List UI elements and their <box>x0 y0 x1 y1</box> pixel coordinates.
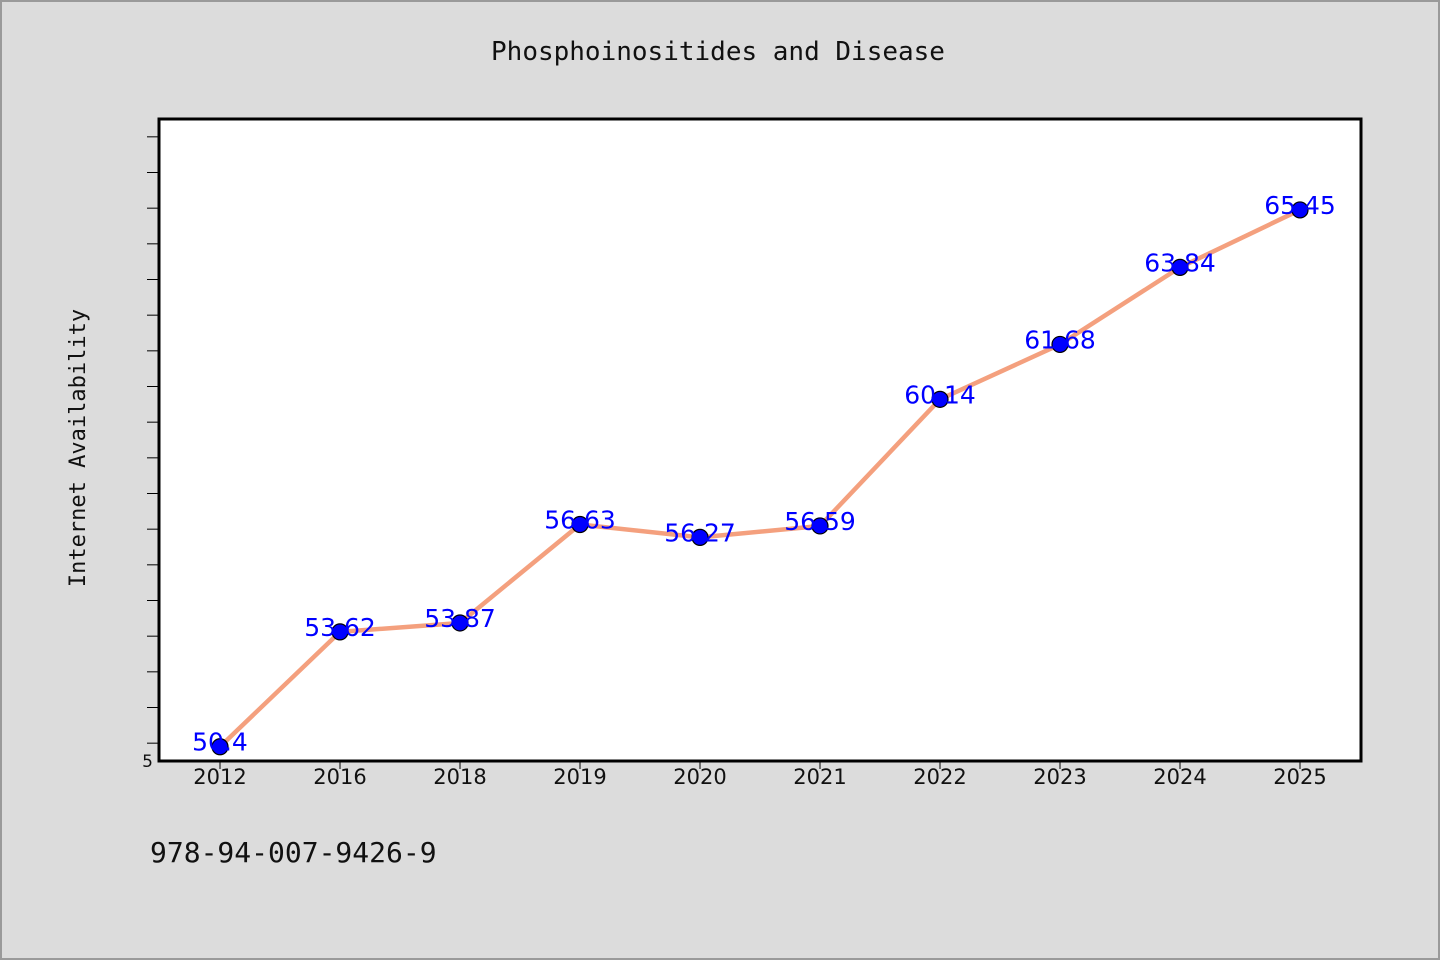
data-point <box>451 614 469 632</box>
series-line <box>217 207 1303 749</box>
x-tick-label: 2016 <box>313 765 366 789</box>
y-axis-label: Internet Availability <box>66 309 91 587</box>
y-axis-ticks <box>147 136 159 744</box>
data-label: 53.87 <box>424 604 496 633</box>
data-label: 56.59 <box>784 507 856 536</box>
x-axis: 2012 2016 2018 2019 2020 2021 2022 2023 2024 2025 <box>193 761 1327 789</box>
data-label: 56.27 <box>664 518 736 547</box>
x-tick-label: 2020 <box>673 765 726 789</box>
data-point <box>571 515 589 534</box>
data-point <box>691 528 709 546</box>
plot-area <box>157 117 1363 763</box>
data-label: 60.14 <box>904 380 976 409</box>
data-point <box>931 390 949 408</box>
data-labels: 50.4 53.62 53.87 56.63 56.27 56.59 60.14 61.68 6… <box>192 191 1336 757</box>
data-label: 53.62 <box>304 613 376 642</box>
data-label: 50.4 <box>192 728 248 757</box>
data-label: 56.63 <box>544 506 616 535</box>
x-tick-label: 2012 <box>193 765 246 789</box>
data-point <box>1051 335 1069 354</box>
data-label: 61.68 <box>1024 325 1096 354</box>
chart-title: Phosphoinositides and Disease <box>491 37 945 67</box>
footnote-isbn: 978-94-007-9426-9 <box>150 836 437 869</box>
x-tick-label: 2025 <box>1273 765 1326 789</box>
x-tick-label: 2024 <box>1153 765 1206 789</box>
data-point <box>211 738 229 756</box>
data-label: 65.45 <box>1264 191 1336 220</box>
x-tick-label: 2018 <box>433 765 486 789</box>
data-points <box>211 201 1309 756</box>
x-tick-label: 2021 <box>793 765 846 789</box>
x-tick-label: 2023 <box>1033 765 1086 789</box>
data-point <box>811 517 829 535</box>
x-tick-label: 2022 <box>913 765 966 789</box>
data-point <box>1291 201 1309 219</box>
x-tick-label: 2019 <box>553 765 606 789</box>
data-label: 63.84 <box>1144 248 1216 277</box>
data-point <box>331 623 349 641</box>
data-point <box>1171 258 1189 276</box>
y-tick-label: 5 <box>142 752 153 772</box>
